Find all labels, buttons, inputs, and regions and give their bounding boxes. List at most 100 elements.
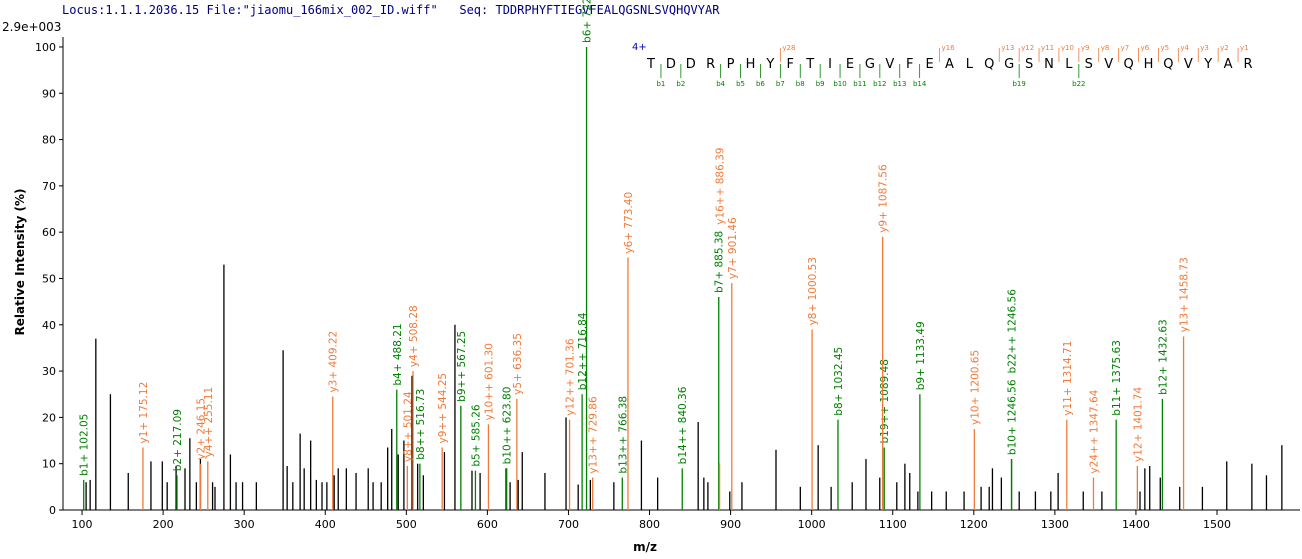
y-tick-label: 70 — [42, 180, 56, 193]
peak-label: b4+ 488.21 — [392, 323, 404, 385]
residue: A — [945, 57, 954, 72]
y-ion-label: y12 — [1021, 44, 1034, 52]
y-tick-label: 50 — [42, 272, 56, 285]
y-ion-label: y6 — [1141, 44, 1150, 52]
residue: E — [846, 57, 854, 72]
residue: R — [706, 57, 715, 72]
b-ion-label: b19 — [1012, 80, 1025, 88]
x-tick-label: 400 — [315, 518, 336, 531]
x-tick-label: 1100 — [879, 518, 907, 531]
residue: A — [1224, 57, 1233, 72]
residue: H — [746, 57, 756, 72]
y-ion-label: y10 — [1061, 44, 1074, 52]
scale-label: 2.9e+003 — [2, 20, 61, 34]
y-tick-label: 90 — [42, 87, 56, 100]
b-ion-label: b10 — [833, 80, 846, 88]
y-ion-label: y9 — [1081, 44, 1090, 52]
b-ion-label: b2 — [676, 80, 685, 88]
peak-label: b2+ 217.09 — [172, 409, 184, 471]
residue: S — [1085, 57, 1093, 72]
y-ion-label: y5 — [1160, 44, 1169, 52]
residue: D — [686, 57, 696, 72]
residue: I — [828, 57, 832, 72]
residue: N — [1044, 57, 1054, 72]
residue: F — [787, 57, 794, 72]
residue: T — [646, 57, 655, 72]
peak-label: y8++ 501.24 — [402, 391, 414, 462]
residue: G — [1004, 57, 1014, 72]
peak-label: y4+ 508.28 — [408, 305, 420, 367]
y-ion-label: y1 — [1240, 44, 1249, 52]
peak-label: b9++ 567.25 — [456, 331, 468, 402]
peak-label: y4++ 255.11 — [203, 387, 215, 458]
peak-label: y13++ 729.86 — [588, 396, 600, 474]
residue: F — [906, 57, 913, 72]
peak-label: b8++ 516.73 — [415, 389, 427, 460]
x-tick-label: 900 — [720, 518, 741, 531]
residue: L — [1065, 57, 1073, 72]
b-ion-label: b9 — [816, 80, 825, 88]
peak-label: y3+ 409.22 — [328, 331, 340, 393]
peak-label: y24++ 1347.64 — [1088, 389, 1100, 473]
peak-label: b10++ 623.80 — [502, 387, 514, 465]
y-tick-label: 60 — [42, 226, 56, 239]
residue: Q — [1123, 57, 1133, 72]
peak-label: y1+ 175.12 — [138, 382, 150, 444]
peak-label: b6+ 722.32 — [582, 0, 594, 43]
y-tick-label: 10 — [42, 458, 56, 471]
peak-label: b5+ 585.26 — [470, 404, 482, 467]
b-ion-label: b1 — [656, 80, 665, 88]
peak-label: b13++ 766.38 — [617, 396, 629, 474]
y-ion-label: y8 — [1101, 44, 1110, 52]
x-tick-label: 300 — [234, 518, 255, 531]
residue: V — [1104, 57, 1113, 72]
y-ion-label: y3 — [1200, 44, 1209, 52]
x-tick-label: 500 — [396, 518, 417, 531]
y-tick-label: 100 — [35, 41, 56, 54]
peak-label: b7+ 885.38 — [714, 231, 726, 293]
peak-label: b12++ 716.84 — [577, 312, 589, 390]
x-tick-label: 1400 — [1122, 518, 1150, 531]
peak-label: b19++ 1089.48 — [879, 359, 891, 443]
y-ion-label: y2 — [1220, 44, 1229, 52]
b-ion-label: b5 — [736, 80, 745, 88]
peak-label: y9+ 1087.56 — [878, 164, 890, 233]
y-ion-label: y28 — [782, 44, 795, 52]
peak-label: y12++ 701.36 — [565, 338, 577, 416]
residue: V — [885, 57, 894, 72]
y-ion-label: y13 — [1001, 44, 1014, 52]
residue: L — [966, 57, 974, 72]
peak-label: y6+ 773.40 — [623, 192, 635, 254]
residue: R — [1243, 57, 1252, 72]
residue: E — [925, 57, 933, 72]
peak-label: y12+ 1401.74 — [1132, 387, 1144, 462]
x-tick-label: 200 — [153, 518, 174, 531]
residue: G — [865, 57, 875, 72]
x-tick-label: 600 — [477, 518, 498, 531]
b-ion-label: b7 — [776, 80, 785, 88]
y-tick-label: 40 — [42, 319, 56, 332]
residue: T — [805, 57, 814, 72]
residue: Y — [1203, 57, 1212, 72]
y-ion-label: y11 — [1041, 44, 1054, 52]
peak-label: y10+ 1200.65 — [969, 350, 981, 425]
residue: H — [1144, 57, 1154, 72]
y-axis-label: Relative Intensity (%) — [13, 189, 27, 336]
b-ion-label: b8 — [796, 80, 805, 88]
residue: V — [1184, 57, 1193, 72]
residue: D — [666, 57, 676, 72]
y-tick-label: 0 — [49, 504, 56, 517]
chart-title: Locus:1.1.1.2036.15 File:"jiaomu_166mix_… — [62, 3, 720, 17]
b-ion-label: b4 — [716, 80, 725, 88]
x-tick-label: 1300 — [1041, 518, 1069, 531]
peak-label: b14++ 840.36 — [677, 386, 689, 464]
peak-label: b12+ 1432.63 — [1157, 319, 1169, 395]
b-ion-label: b12 — [873, 80, 886, 88]
peak-label: b1+ 102.05 — [79, 414, 91, 476]
peak-label: y11+ 1314.71 — [1062, 341, 1074, 416]
y-ion-label: y4 — [1180, 44, 1189, 52]
x-tick-label: 1000 — [798, 518, 826, 531]
peak-label: b11+ 1375.63 — [1111, 340, 1123, 416]
residue: P — [727, 57, 735, 72]
